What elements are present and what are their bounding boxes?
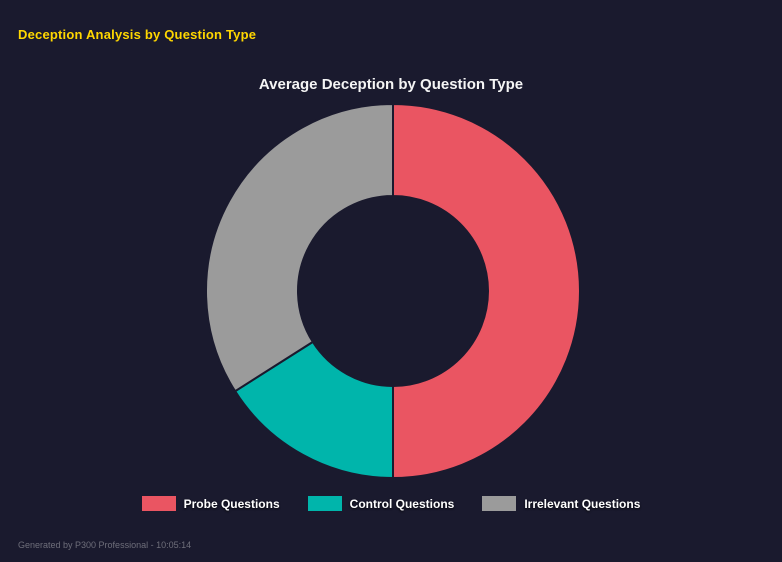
legend-swatch [141, 496, 176, 511]
slice-probe-questions[interactable] [392, 102, 581, 480]
page-title: Deception Analysis by Question Type [18, 27, 257, 42]
footer-text: Generated by P300 Professional - 10:05:1… [18, 540, 192, 550]
legend-swatch [482, 496, 517, 511]
slice-control-questions[interactable] [233, 340, 394, 480]
legend-item-probe-questions[interactable]: Probe Questions [141, 496, 280, 511]
legend-item-irrelevant-questions[interactable]: Irrelevant Questions [482, 496, 640, 511]
legend-item-control-questions[interactable]: Control Questions [307, 496, 455, 511]
slice-irrelevant-questions[interactable] [205, 102, 394, 393]
legend: Probe Questions Control Questions Irrele… [0, 496, 782, 511]
legend-label: Probe Questions [183, 496, 280, 511]
chart-title: Average Deception by Question Type [258, 76, 524, 93]
legend-label: Control Questions [349, 496, 455, 511]
legend-swatch [307, 496, 342, 511]
legend-label: Irrelevant Questions [524, 496, 641, 511]
